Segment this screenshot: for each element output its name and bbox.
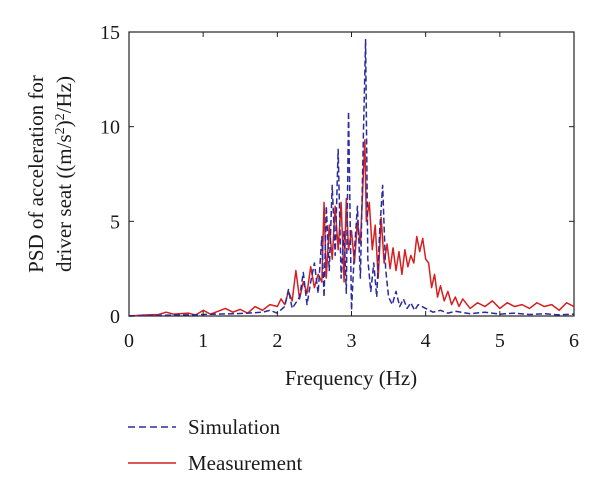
legend-item-simulation: Simulation — [128, 415, 281, 439]
legend: Simulation Measurement — [128, 415, 302, 475]
legend-label-simulation: Simulation — [188, 415, 281, 439]
x-tick-label: 1 — [198, 330, 208, 352]
legend-item-measurement: Measurement — [128, 451, 302, 475]
x-tick-label: 6 — [569, 330, 579, 352]
y-axis-label-line1: PSD of acceleration for — [24, 75, 48, 273]
y-tick-label: 0 — [110, 306, 120, 328]
x-tick-label: 5 — [495, 330, 505, 352]
series-line-simulation — [128, 38, 575, 317]
x-tick-label: 2 — [272, 330, 282, 352]
x-axis-label: Frequency (Hz) — [285, 366, 417, 390]
x-tick-label: 4 — [421, 330, 431, 352]
x-tick-label: 3 — [347, 330, 357, 352]
y-tick-label: 15 — [100, 22, 120, 44]
y-tick-label: 5 — [110, 211, 120, 233]
plot-frame — [128, 31, 575, 317]
series-line-measurement — [128, 139, 575, 317]
x-tick-label: 0 — [124, 330, 134, 352]
y-axis-label-line2: driver seat ((m/s2)2/Hz) — [52, 76, 76, 272]
y-axis-label: PSD of acceleration for driver seat ((m/… — [24, 75, 76, 273]
plot-area: 0 1 2 3 4 5 6 0 5 10 15 — [100, 22, 579, 352]
ticks-group: 0 1 2 3 4 5 6 0 5 10 15 — [100, 22, 579, 352]
legend-label-measurement: Measurement — [188, 451, 302, 475]
y-tick-label: 10 — [100, 117, 120, 139]
series-group — [128, 38, 575, 317]
